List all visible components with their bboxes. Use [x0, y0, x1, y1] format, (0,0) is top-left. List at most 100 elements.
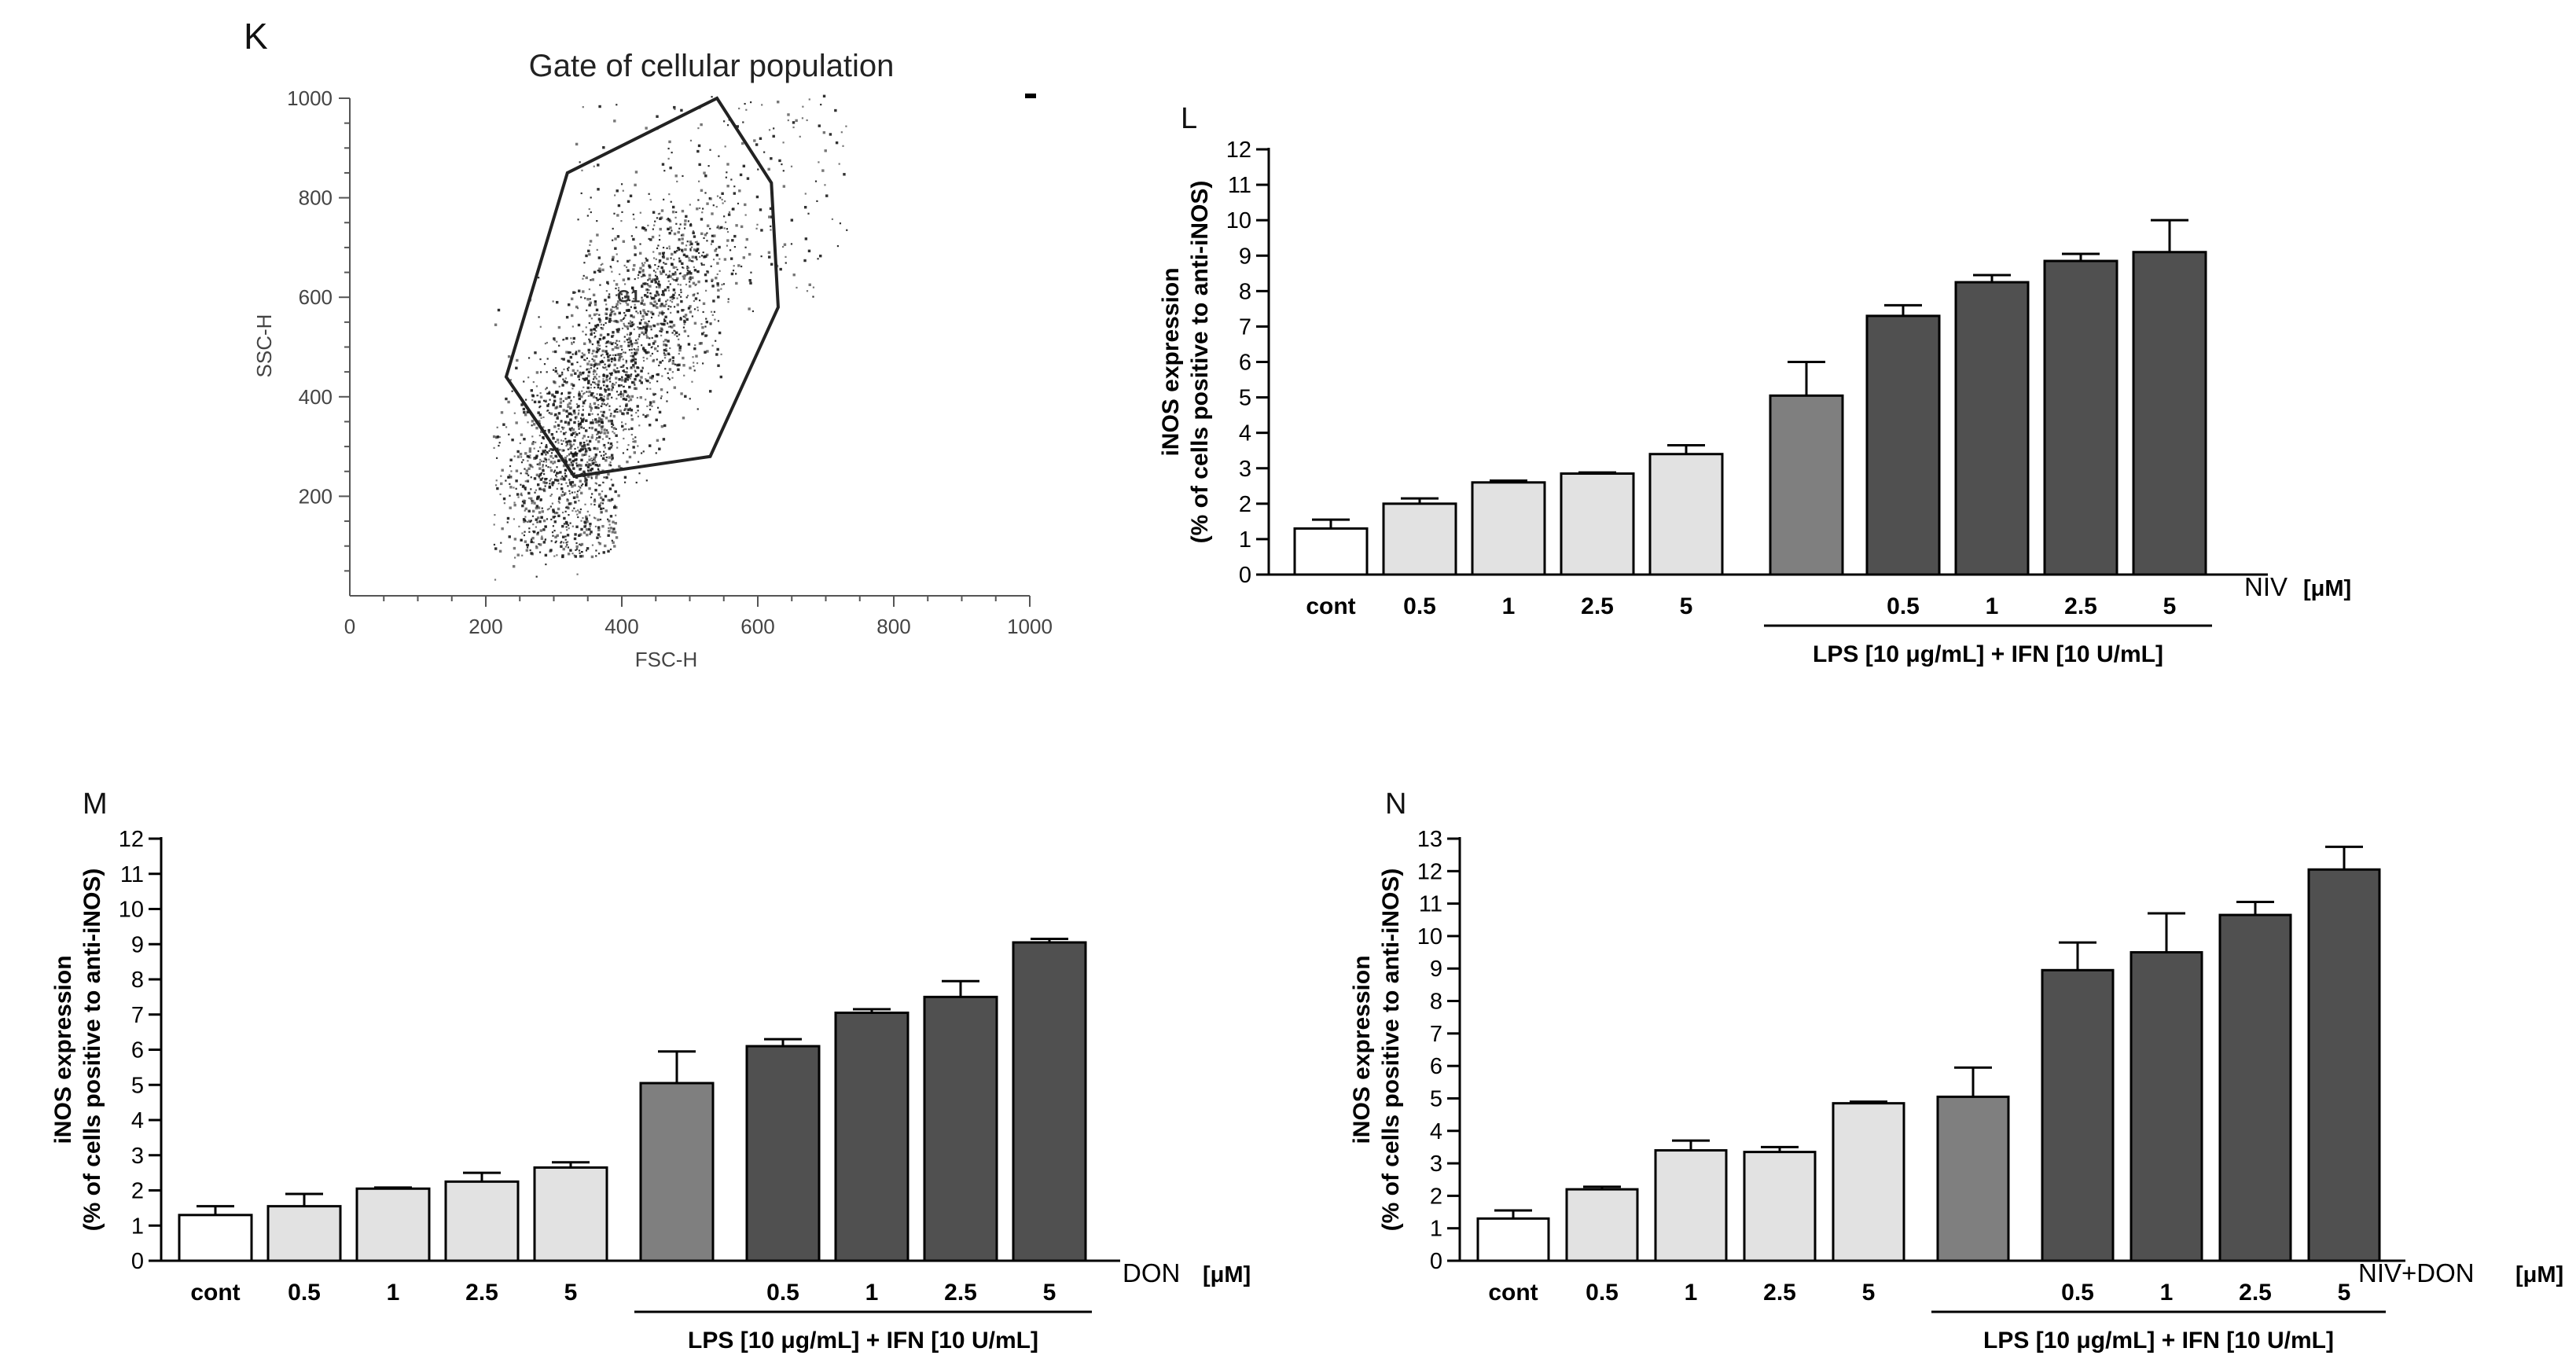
k-event-dot	[637, 326, 638, 328]
k-event-dot	[545, 446, 547, 448]
k-event-dot	[527, 544, 529, 546]
k-event-dot	[608, 456, 611, 458]
bar	[1938, 1096, 2008, 1261]
k-event-dot	[692, 356, 693, 358]
k-event-dot	[561, 556, 564, 558]
k-event-dot	[819, 255, 821, 257]
k-event-dot	[538, 476, 540, 477]
k-event-dot	[661, 294, 663, 296]
k-event-dot	[759, 138, 762, 140]
k-event-dot	[597, 404, 599, 406]
k-event-dot	[560, 494, 563, 496]
x-tick-label: 2.5	[2064, 593, 2097, 619]
k-event-dot	[578, 350, 580, 352]
k-event-dot	[563, 339, 564, 340]
k-event-dot	[632, 316, 634, 318]
k-event-dot	[597, 349, 599, 351]
k-event-dot	[641, 302, 643, 304]
k-event-dot	[634, 358, 636, 360]
k-event-dot	[740, 174, 742, 176]
k-event-dot	[598, 424, 601, 426]
k-event-dot	[611, 457, 613, 459]
k-event-dot	[770, 263, 773, 266]
k-event-dot	[557, 488, 558, 490]
k-event-dot	[597, 249, 598, 251]
k-event-dot	[691, 260, 693, 262]
k-event-dot	[636, 482, 638, 483]
k-event-dot	[540, 417, 542, 419]
x-tick-label: 1	[1986, 593, 1999, 619]
k-event-dot	[542, 466, 543, 468]
k-event-dot	[711, 281, 713, 282]
k-event-dot	[563, 427, 564, 428]
k-event-dot	[644, 275, 645, 277]
k-event-dot	[629, 342, 630, 343]
k-event-dot	[563, 400, 564, 402]
k-event-dot	[595, 363, 597, 365]
k-event-dot	[593, 392, 594, 394]
k-event-dot	[553, 337, 555, 340]
k-event-dot	[587, 470, 589, 472]
k-event-dot	[560, 431, 562, 432]
k-event-dot	[747, 177, 749, 179]
k-event-dot	[680, 284, 682, 285]
k-event-dot	[609, 415, 611, 417]
k-event-dot	[697, 127, 699, 129]
k-event-dot	[658, 314, 660, 316]
k-event-dot	[634, 440, 636, 443]
k-event-dot	[756, 224, 758, 226]
k-event-dot	[638, 271, 641, 274]
bar	[1744, 1152, 1815, 1261]
k-event-dot	[773, 135, 775, 138]
k-event-dot	[658, 281, 660, 282]
k-event-dot	[598, 505, 601, 507]
k-event-dot	[643, 227, 645, 230]
k-event-dot	[591, 353, 593, 354]
k-event-dot	[546, 444, 547, 446]
k-event-dot	[824, 184, 825, 185]
k-event-dot	[701, 326, 704, 329]
k-event-dot	[516, 488, 517, 490]
k-event-dot	[805, 237, 807, 240]
k-event-dot	[563, 542, 564, 543]
k-event-dot	[640, 396, 642, 399]
k-event-dot	[660, 335, 662, 336]
k-event-dot	[709, 197, 711, 200]
k-event-dot	[674, 108, 675, 110]
k-event-dot	[606, 341, 608, 343]
k-event-dot	[581, 427, 582, 428]
k-event-dot	[661, 209, 663, 211]
k-event-dot	[611, 422, 613, 424]
k-event-dot	[550, 478, 552, 479]
k-event-dot	[638, 410, 639, 411]
k-event-dot	[666, 219, 667, 220]
k-event-dot	[654, 347, 656, 350]
k-event-dot	[642, 264, 645, 266]
x-tick-label: 5	[1862, 1280, 1876, 1306]
k-event-dot	[650, 311, 652, 314]
k-event-dot	[617, 494, 619, 497]
k-event-dot	[599, 338, 601, 340]
k-event-dot	[656, 248, 658, 249]
k-event-dot	[538, 511, 541, 513]
k-event-dot	[574, 453, 576, 455]
k-event-dot	[577, 490, 579, 492]
k-event-dot	[646, 414, 649, 417]
k-event-dot	[568, 527, 570, 529]
k-event-dot	[663, 340, 664, 342]
k-event-dot	[578, 289, 580, 292]
k-event-dot	[652, 211, 655, 213]
k-event-dot	[656, 351, 658, 352]
k-event-dot	[816, 200, 818, 202]
k-event-dot	[601, 428, 602, 430]
k-event-dot	[629, 456, 631, 458]
x-tick-label: 0.5	[766, 1280, 799, 1306]
k-event-dot	[496, 479, 498, 481]
k-event-dot	[627, 409, 630, 411]
k-event-dot	[655, 271, 656, 273]
k-event-dot	[688, 343, 690, 345]
k-event-dot	[536, 474, 538, 476]
k-event-dot	[656, 323, 659, 325]
k-event-dot	[553, 400, 556, 402]
k-event-dot	[637, 405, 639, 407]
